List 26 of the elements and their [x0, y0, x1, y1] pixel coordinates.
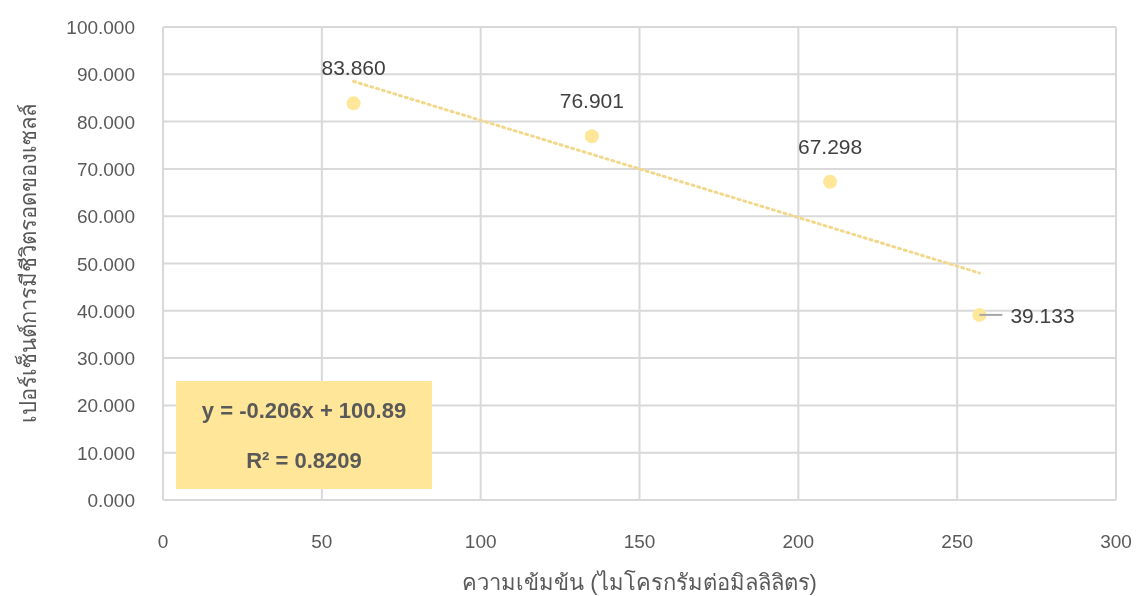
ytick: 20.000	[76, 395, 135, 417]
xtick: 150	[623, 531, 656, 552]
ytick: 30.000	[76, 348, 135, 370]
value-label: 39.133	[1010, 303, 1075, 327]
ytick: 100.000	[66, 17, 135, 38]
ytick: 90.000	[76, 64, 135, 86]
xtick: 300	[1100, 531, 1132, 552]
ytick: 50.000	[76, 253, 135, 275]
xtick: 0	[157, 531, 169, 552]
annotation: y = -0.206x + 100.89	[201, 398, 407, 423]
ytick: 40.000	[76, 300, 135, 322]
ytick: 80.000	[76, 111, 135, 133]
ytick: 70.000	[76, 158, 135, 180]
xtick: 50	[311, 531, 333, 552]
xlabel: ความเข้มข้น (ไมโครกรัมต่อมิลลิลิตร)	[462, 570, 817, 595]
value-label: 67.298	[798, 134, 863, 158]
value-label: 76.901	[559, 89, 624, 113]
xtick: 200	[782, 531, 815, 552]
ytick: 60.000	[76, 206, 135, 228]
ylabel: เปอร์เซ็นต์การมีชีวิตรอดของเซลล์	[16, 104, 41, 423]
value-label: 83.860	[321, 56, 386, 80]
annotation: R² = 0.8209	[246, 448, 362, 473]
xtick: 250	[941, 531, 973, 552]
ytick: 10.000	[76, 442, 135, 464]
xtick: 100	[464, 531, 497, 552]
ytick: 0.000	[87, 490, 135, 511]
